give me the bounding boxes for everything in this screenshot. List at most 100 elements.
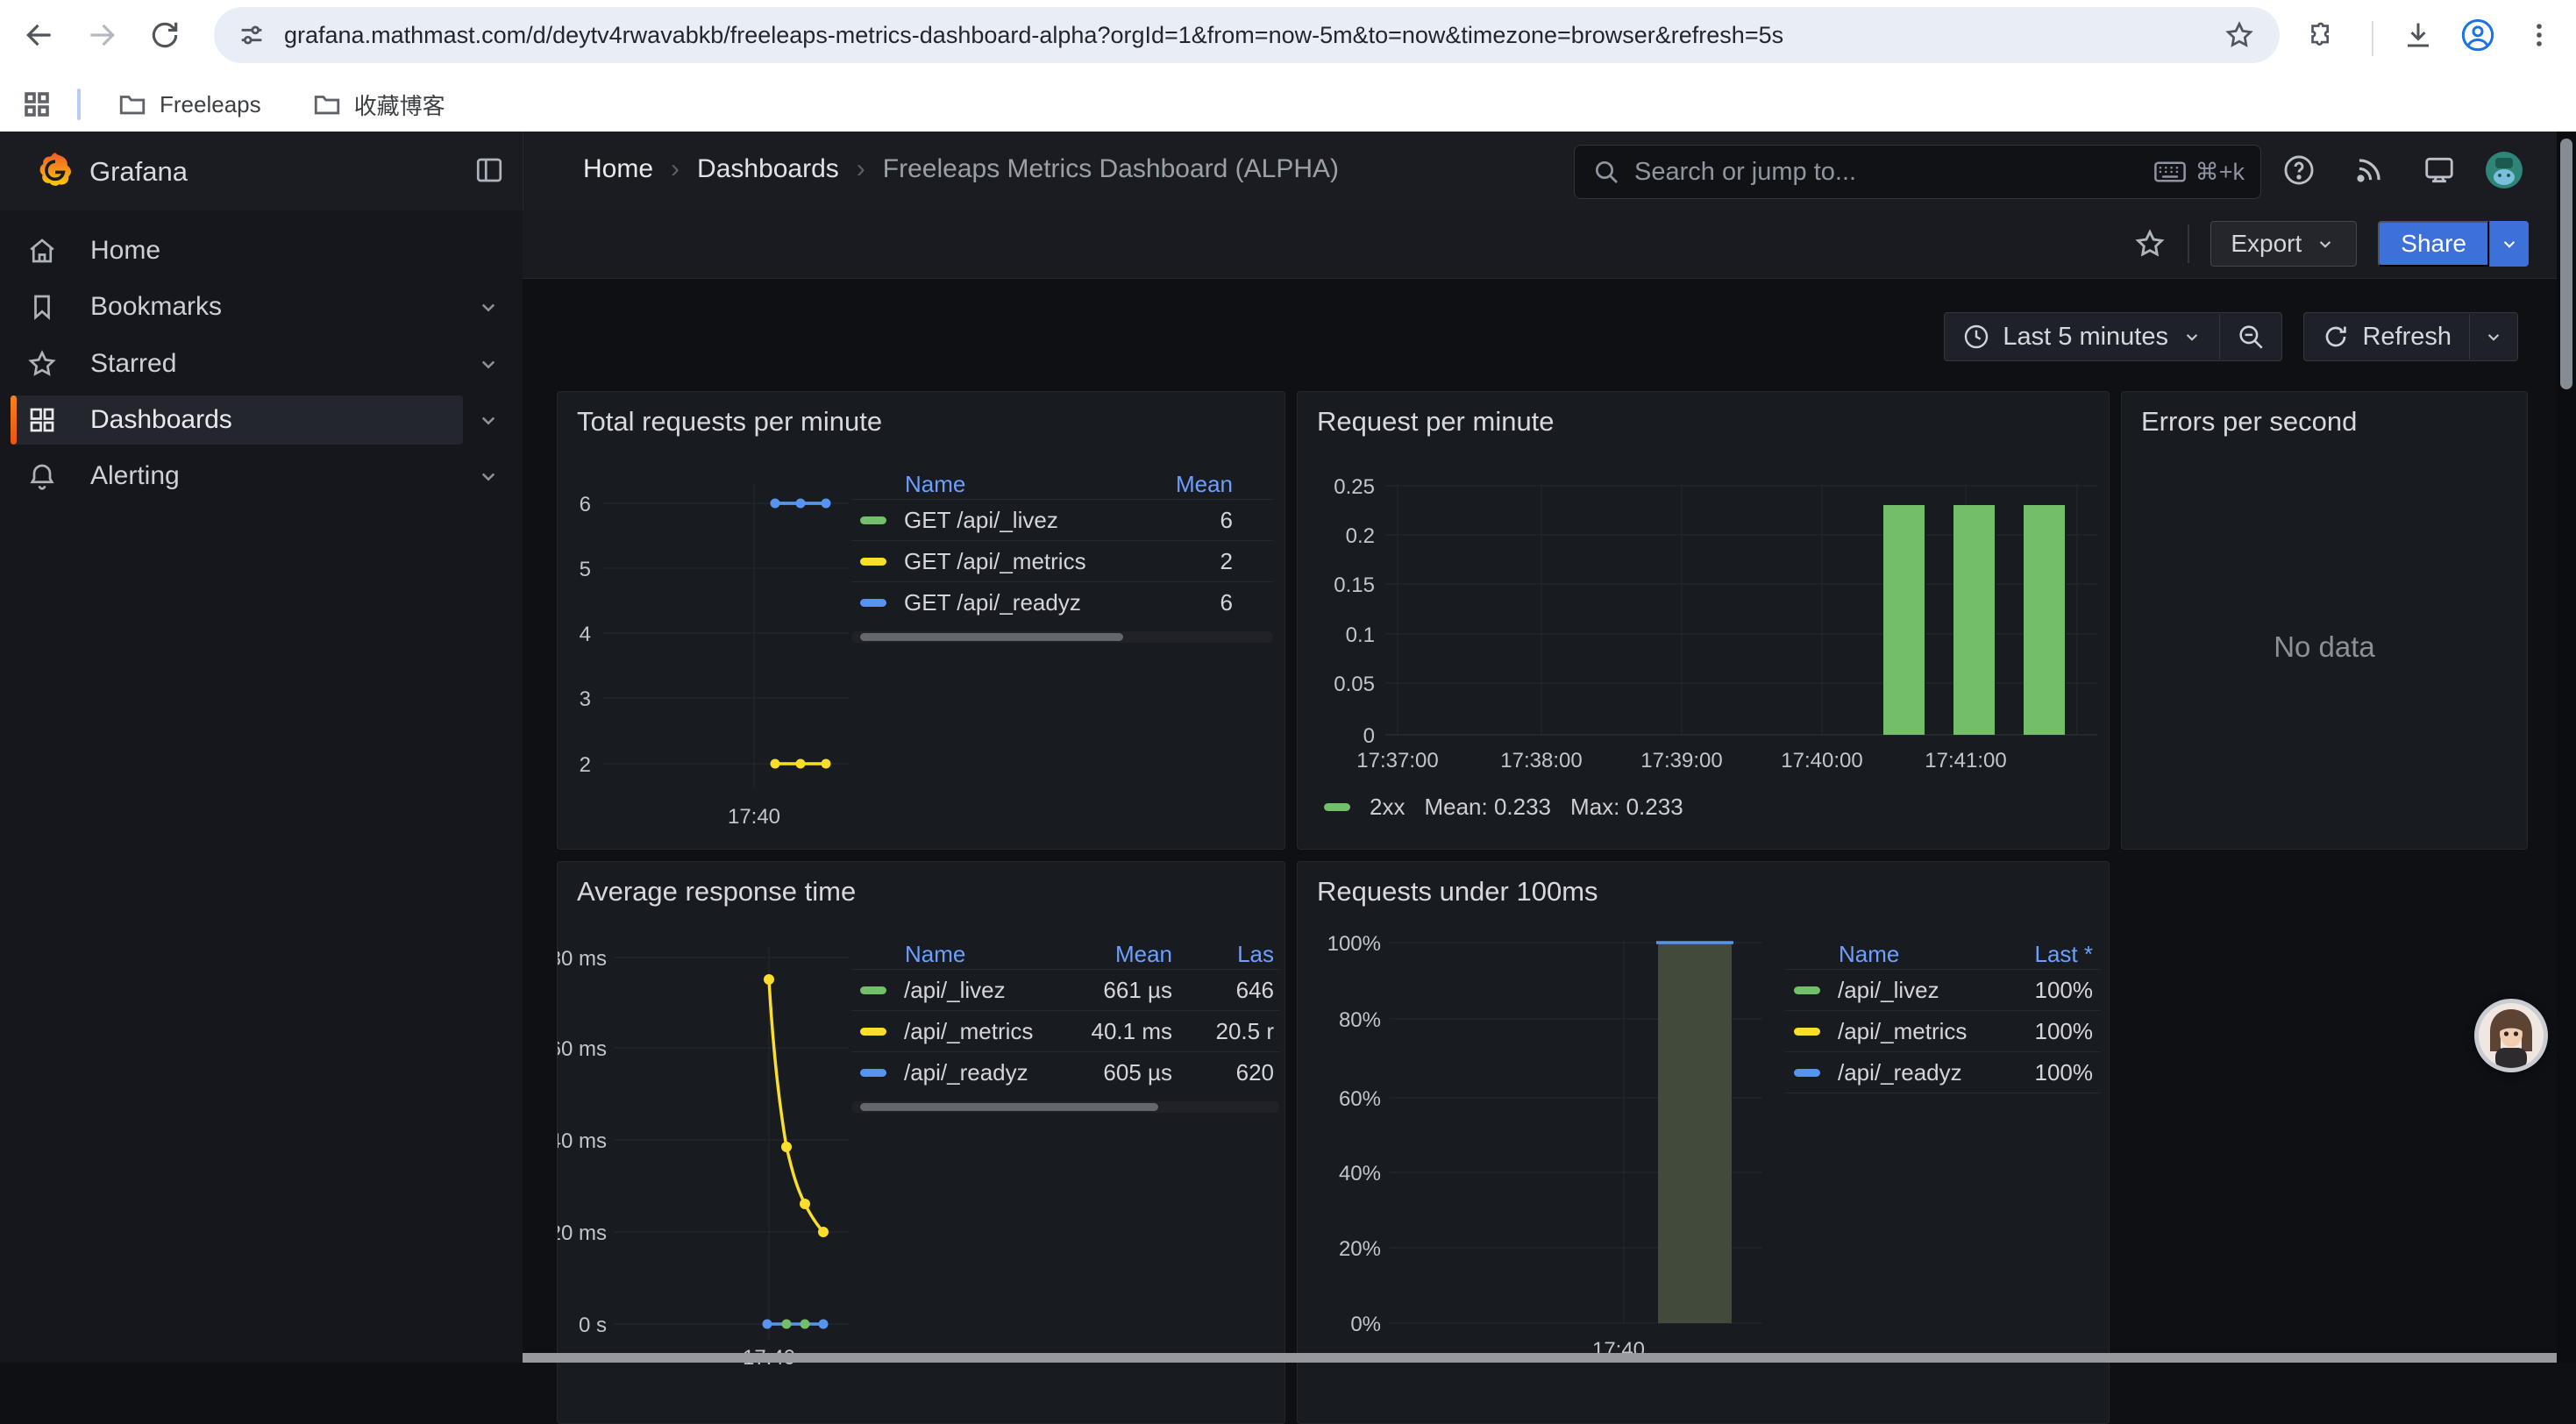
legend-row[interactable]: GET /api/_livez 6 <box>851 499 1273 540</box>
legend-row[interactable]: GET /api/_readyz 6 <box>851 581 1273 623</box>
legend-scrollbar[interactable] <box>851 1101 1279 1113</box>
legend-inline[interactable]: 2xx Mean: 0.233 Max: 0.233 <box>1324 794 1683 821</box>
share-button[interactable]: Share <box>2378 221 2489 267</box>
floating-assistant-avatar[interactable] <box>2474 999 2548 1072</box>
refresh-label: Refresh <box>2362 322 2451 351</box>
panel-title[interactable]: Average response time <box>577 876 857 907</box>
point <box>821 498 831 509</box>
legend-scrollbar[interactable] <box>851 631 1273 643</box>
point <box>821 758 831 769</box>
chevron-down-icon[interactable] <box>475 351 502 377</box>
chevron-down-icon <box>2487 334 2500 341</box>
panel-request-per-minute[interactable]: Request per minute 0.25 0.2 0.15 0.1 0.0… <box>1297 391 2110 850</box>
refresh-picker[interactable]: Refresh <box>2303 312 2518 361</box>
bookmark-folder-blogs[interactable]: 收藏博客 <box>298 82 459 128</box>
search-input[interactable]: Search or jump to... ⌘+k <box>1574 145 2261 199</box>
chevron-down-icon[interactable] <box>475 294 502 320</box>
request-per-minute-chart: 0.25 0.2 0.15 0.1 0.05 0 17:37:00 17:38:… <box>1334 475 2097 773</box>
panel-title[interactable]: Errors per second <box>2141 406 2358 437</box>
legend-header-name[interactable]: Name <box>1839 940 1900 967</box>
legend-header-mean[interactable]: Mean <box>1175 470 1233 497</box>
site-settings-icon[interactable] <box>237 20 267 50</box>
sidebar-item-alerting[interactable]: Alerting <box>0 452 523 501</box>
download-icon[interactable] <box>2394 11 2443 60</box>
sidebar-item-dashboards[interactable]: Dashboards <box>0 395 523 445</box>
legend-row[interactable]: /api/_readyz 100% <box>1785 1051 2100 1093</box>
legend-row[interactable]: GET /api/_metrics 2 <box>851 540 1273 581</box>
series-name[interactable]: /api/_metrics <box>904 1017 1034 1044</box>
kiosk-monitor-icon[interactable] <box>2413 144 2466 196</box>
chevron-down-icon[interactable] <box>475 463 502 489</box>
point <box>818 1227 829 1237</box>
sidebar-item-bookmarks[interactable]: Bookmarks <box>0 282 523 331</box>
series-name[interactable]: GET /api/_readyz <box>904 588 1081 616</box>
legend-row[interactable]: /api/_metrics 40.1 ms 20.5 r <box>851 1010 1279 1051</box>
legend-header-last[interactable]: Last * <box>2034 940 2094 967</box>
legend-row[interactable]: /api/_metrics 100% <box>1785 1010 2100 1051</box>
bookmark-star-icon[interactable] <box>2224 19 2255 51</box>
legend-row[interactable]: /api/_readyz 605 µs 620 <box>851 1051 1279 1093</box>
panel-avg-response-time[interactable]: Average response time 80 ms 60 ms 40 ms … <box>557 861 1285 1424</box>
extensions-icon[interactable] <box>2297 11 2346 60</box>
series-name[interactable]: GET /api/_livez <box>904 506 1058 533</box>
vertical-scrollbar[interactable] <box>2557 132 2576 1363</box>
url-bar[interactable]: grafana.mathmast.com/d/deytv4rwavabkb/fr… <box>214 7 2280 63</box>
legend-header-last[interactable]: Las <box>1237 940 1274 967</box>
export-button[interactable]: Export <box>2210 221 2358 267</box>
panel-errors-per-second[interactable]: Errors per second No data <box>2121 391 2528 850</box>
horizontal-scrollbar[interactable] <box>523 1353 2576 1363</box>
user-avatar[interactable] <box>2478 144 2530 196</box>
series-name[interactable]: /api/_metrics <box>1838 1017 1968 1044</box>
series-name[interactable]: 2xx <box>1370 794 1405 820</box>
help-icon[interactable] <box>2273 144 2325 196</box>
time-range-picker[interactable]: Last 5 minutes <box>1944 312 2282 361</box>
sidebar-item-starred[interactable]: Starred <box>0 339 523 388</box>
share-menu-chevron[interactable] <box>2489 221 2529 267</box>
y-tick: 20% <box>1339 1237 1381 1261</box>
bookmark-folder-freeleaps[interactable]: Freeleaps <box>103 82 275 126</box>
legend-header-mean[interactable]: Mean <box>1114 940 1172 967</box>
grafana-logo[interactable] <box>35 151 75 191</box>
browser-menu-icon[interactable] <box>2515 11 2564 60</box>
news-rss-icon[interactable] <box>2343 144 2395 196</box>
series-swatch <box>860 516 886 524</box>
legend-header-name[interactable]: Name <box>905 470 966 497</box>
chevron-down-icon[interactable] <box>475 407 502 433</box>
apps-grid-icon[interactable] <box>21 89 53 120</box>
dashboard-toolbar: Export Share <box>523 210 2576 279</box>
vertical-scrollbar-thumb[interactable] <box>2560 139 2572 389</box>
breadcrumb-dashboards[interactable]: Dashboards <box>697 154 839 183</box>
favorite-star-icon[interactable] <box>2133 227 2167 260</box>
home-icon <box>26 235 58 267</box>
panel-title[interactable]: Request per minute <box>1317 406 1555 437</box>
legend-row[interactable]: /api/_livez 661 µs 646 <box>851 969 1279 1010</box>
dock-sidebar-icon[interactable] <box>473 154 505 186</box>
y-tick: 4 <box>580 623 591 646</box>
forward-button[interactable] <box>77 11 126 60</box>
back-button[interactable] <box>15 11 64 60</box>
series-swatch <box>1794 1027 1820 1036</box>
series-name[interactable]: /api/_livez <box>1838 976 1939 1003</box>
panel-requests-under-100ms[interactable]: Requests under 100ms 100% 80% 60% 40% 20… <box>1297 861 2110 1424</box>
series-swatch <box>860 1027 886 1036</box>
refresh-interval-chevron[interactable] <box>2470 325 2517 348</box>
series-name[interactable]: /api/_readyz <box>1838 1058 1962 1086</box>
reload-button[interactable] <box>140 11 189 60</box>
series-name[interactable]: GET /api/_metrics <box>904 547 1086 574</box>
x-tick: 17:40 <box>728 805 780 829</box>
y-tick: 5 <box>580 558 591 581</box>
breadcrumb-home[interactable]: Home <box>583 154 654 183</box>
profile-avatar[interactable] <box>2453 11 2502 60</box>
sidebar-item-home[interactable]: Home <box>0 226 523 275</box>
zoom-out-button[interactable] <box>2220 322 2281 352</box>
series-swatch <box>860 598 886 607</box>
panel-title[interactable]: Total requests per minute <box>577 406 883 437</box>
series-name[interactable]: /api/_readyz <box>904 1058 1028 1086</box>
panel-total-requests[interactable]: Total requests per minute 6 5 4 3 2 17:4… <box>557 391 1285 850</box>
panel-title[interactable]: Requests under 100ms <box>1317 876 1598 907</box>
bookmark-label: 收藏博客 <box>353 92 445 119</box>
legend-row[interactable]: /api/_livez 100% <box>1785 969 2100 1010</box>
series-name[interactable]: /api/_livez <box>904 976 1006 1003</box>
legend-header-name[interactable]: Name <box>905 940 966 967</box>
grafana-brand: Grafana <box>89 156 189 187</box>
